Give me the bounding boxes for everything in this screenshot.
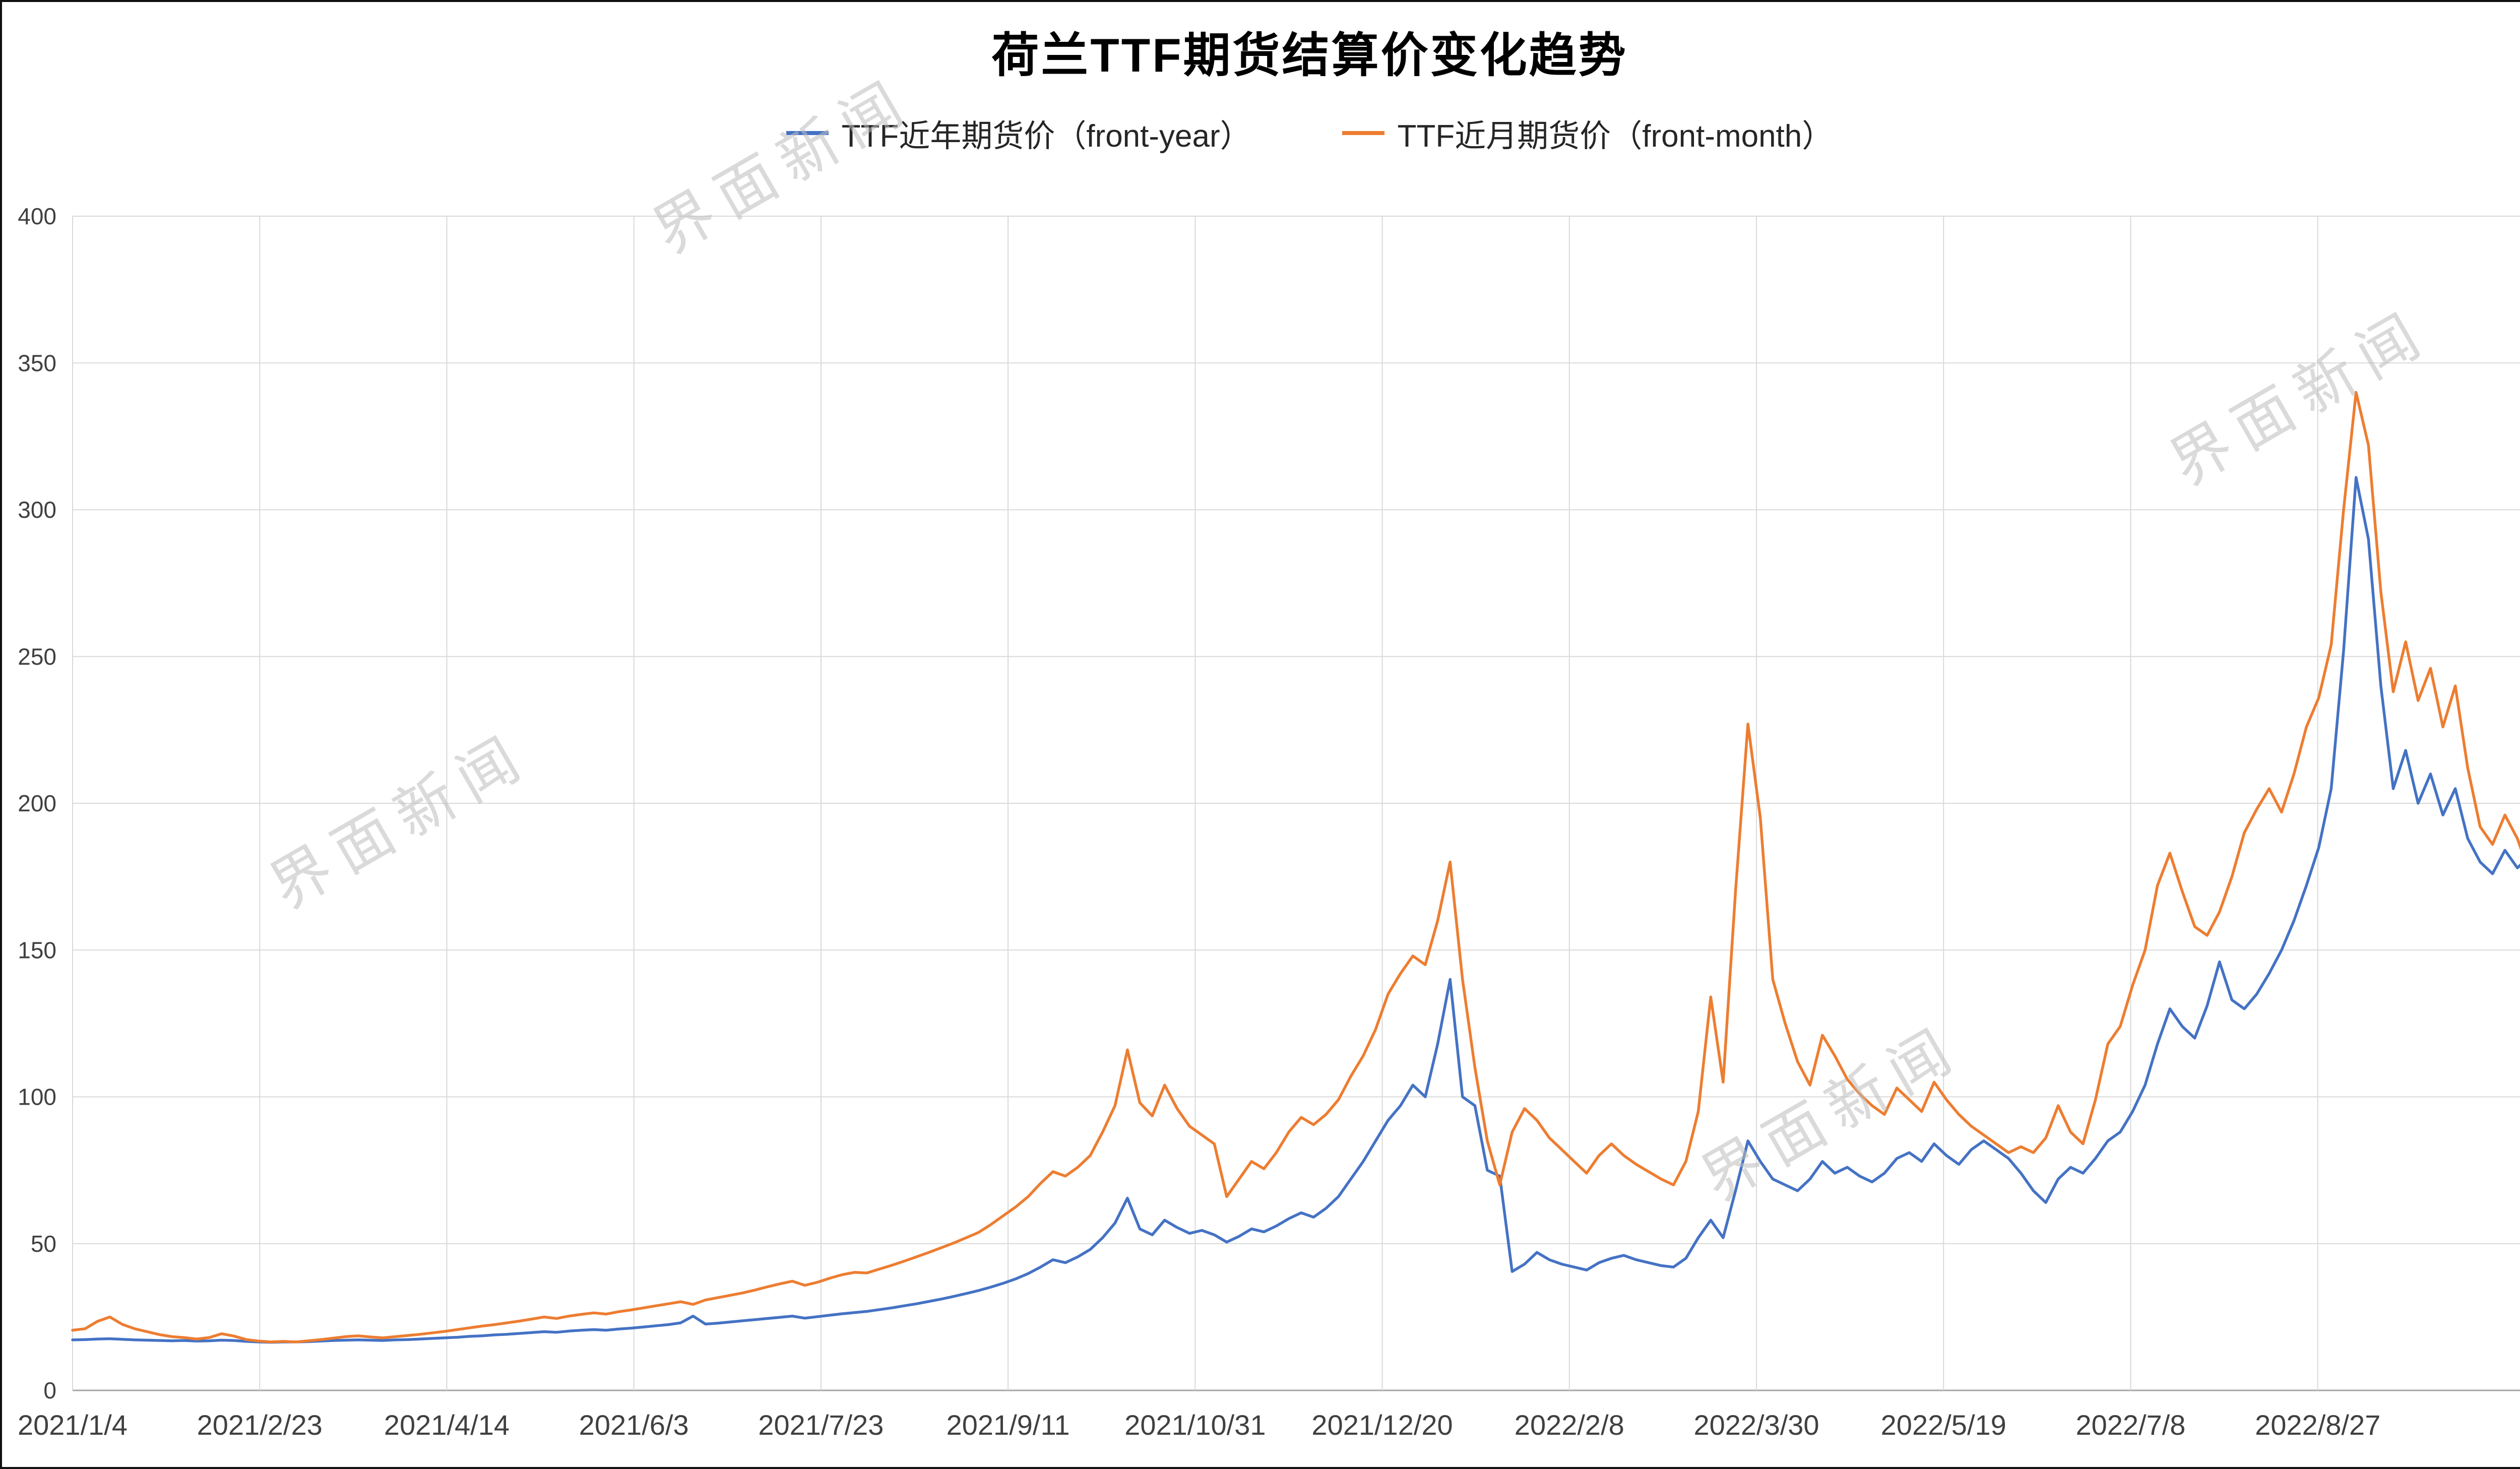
front-year-line-swatch <box>786 131 829 135</box>
y-tick-label: 0 <box>43 1377 56 1403</box>
x-tick-label: 2021/9/11 <box>947 1409 1070 1441</box>
x-tick-label: 2022/5/19 <box>1881 1409 2006 1441</box>
legend: TTF近年期货价（front-year） TTF近月期货价（front-mont… <box>2 110 2520 156</box>
y-tick-label: 350 <box>18 350 56 376</box>
x-tick-label: 2021/1/4 <box>18 1409 128 1441</box>
y-tick-label: 400 <box>18 203 56 229</box>
y-tick-label: 150 <box>18 937 56 963</box>
x-tick-label: 2021/4/14 <box>384 1409 510 1441</box>
plot-area: 0 50 100 150 200 250 300 350 400 2021/1/4 2021/2/2… <box>18 203 2520 1441</box>
x-tick-label: 2022/8/27 <box>2255 1409 2380 1441</box>
x-tick-label: 2022/2/8 <box>1515 1409 1624 1441</box>
legend-item-front-month: TTF近月期货价（front-month） <box>1342 110 1834 156</box>
legend-label-front-month: TTF近月期货价（front-month） <box>1397 119 1834 154</box>
y-tick-label: 300 <box>18 497 56 523</box>
series-line-front-year <box>71 476 2520 1344</box>
chart-title: 荷兰TTF期货结算价变化趋势 <box>991 29 1628 82</box>
y-tick-label: 50 <box>31 1231 56 1257</box>
y-tick-label: 100 <box>18 1084 56 1110</box>
front-month-line-swatch <box>1342 131 1384 135</box>
y-tick-label: 250 <box>18 644 56 670</box>
x-tick-label: 2021/6/3 <box>579 1409 689 1441</box>
x-tick-label: 2021/10/31 <box>1124 1409 1266 1441</box>
x-tick-label: 2022/3/30 <box>1693 1409 1819 1441</box>
x-tick-label: 2021/2/23 <box>197 1409 323 1441</box>
x-tick-label: 2021/12/20 <box>1311 1409 1453 1441</box>
series-line-front-month <box>71 391 2520 1344</box>
y-tick-label: 200 <box>18 790 56 816</box>
legend-item-front-year: TTF近年期货价（front-year） <box>786 110 1251 156</box>
x-tick-label: 2022/7/8 <box>2075 1409 2185 1441</box>
x-tick-label: 2021/7/23 <box>758 1409 884 1441</box>
legend-label-front-year: TTF近年期货价（front-year） <box>841 119 1251 154</box>
